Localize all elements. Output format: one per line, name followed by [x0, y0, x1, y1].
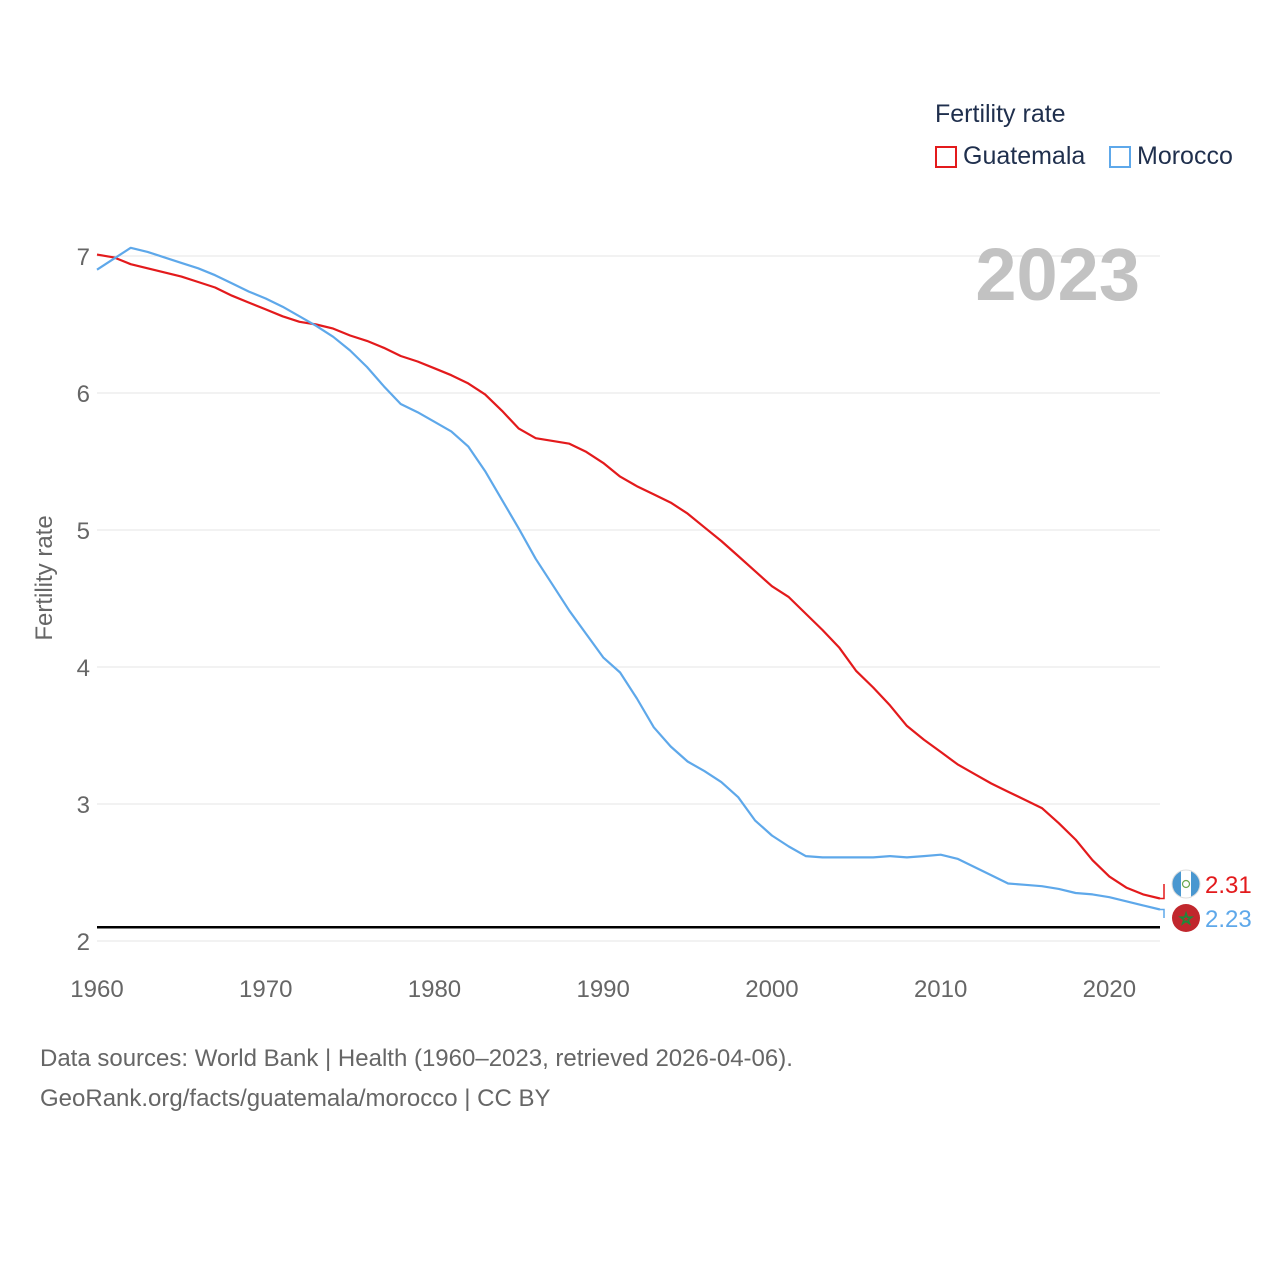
- flag-base: [1172, 904, 1200, 932]
- guatemala-flag-icon: [1171, 869, 1201, 899]
- source-url-text[interactable]: GeoRank.org/facts/guatemala/morocco | CC…: [40, 1085, 551, 1112]
- morocco-flag-icon: ☆: [1172, 904, 1200, 932]
- x-tick-1990: 1990: [576, 976, 629, 1003]
- grid-lines: [97, 255, 1160, 942]
- end-markers: 2.31 ☆ 2.23: [1160, 869, 1252, 933]
- x-tick-1960: 1960: [70, 976, 123, 1003]
- y-tick-2: 2: [77, 929, 90, 956]
- x-tick-labels: 1960 1970 1980 1990 2000 2010 2020: [70, 976, 1136, 1003]
- flag-left-stripe: [1171, 870, 1181, 898]
- flag-right-stripe: [1191, 870, 1201, 898]
- legend-item-morocco[interactable]: Morocco: [1109, 142, 1233, 171]
- legend-item-guatemala[interactable]: Guatemala: [935, 142, 1085, 171]
- legend-title: Fertility rate: [935, 100, 1066, 128]
- y-tick-7: 7: [77, 244, 90, 271]
- x-tick-2000: 2000: [745, 976, 798, 1003]
- connector-guatemala: [1160, 884, 1165, 900]
- legend-swatch-morocco: [1109, 145, 1131, 168]
- end-label-morocco: 2.23: [1205, 906, 1252, 933]
- x-tick-1970: 1970: [239, 976, 292, 1003]
- series-line-guatemala: [96, 253, 1161, 900]
- y-tick-3: 3: [77, 792, 90, 819]
- year-label: 2023: [975, 233, 1140, 316]
- data-sources-text: Data sources: World Bank | Health (1960–…: [40, 1045, 793, 1072]
- y-tick-5: 5: [77, 518, 90, 545]
- x-tick-1980: 1980: [408, 976, 461, 1003]
- flag-star: ☆: [1179, 909, 1193, 928]
- y-axis-label: Fertility rate: [31, 515, 58, 640]
- legend-label-morocco: Morocco: [1137, 142, 1233, 170]
- flag-outline: [1171, 869, 1201, 899]
- connector-morocco: [1160, 908, 1165, 918]
- flag-emblem: [1181, 879, 1191, 889]
- x-tick-2010: 2010: [914, 976, 967, 1003]
- series-lines: [96, 246, 1161, 911]
- y-tick-6: 6: [77, 381, 90, 408]
- end-label-guatemala: 2.31: [1205, 872, 1252, 899]
- y-tick-labels: 2 3 4 5 6 7: [77, 244, 90, 956]
- y-tick-4: 4: [77, 655, 90, 682]
- legend-swatch-guatemala: [935, 145, 957, 168]
- series-line-morocco: [96, 246, 1161, 911]
- x-tick-2020: 2020: [1083, 976, 1136, 1003]
- legend-label-guatemala: Guatemala: [963, 142, 1086, 170]
